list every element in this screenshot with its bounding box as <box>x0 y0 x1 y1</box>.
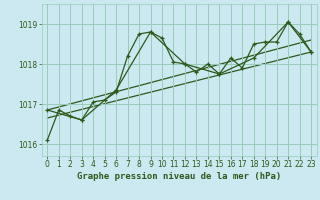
X-axis label: Graphe pression niveau de la mer (hPa): Graphe pression niveau de la mer (hPa) <box>77 172 281 181</box>
